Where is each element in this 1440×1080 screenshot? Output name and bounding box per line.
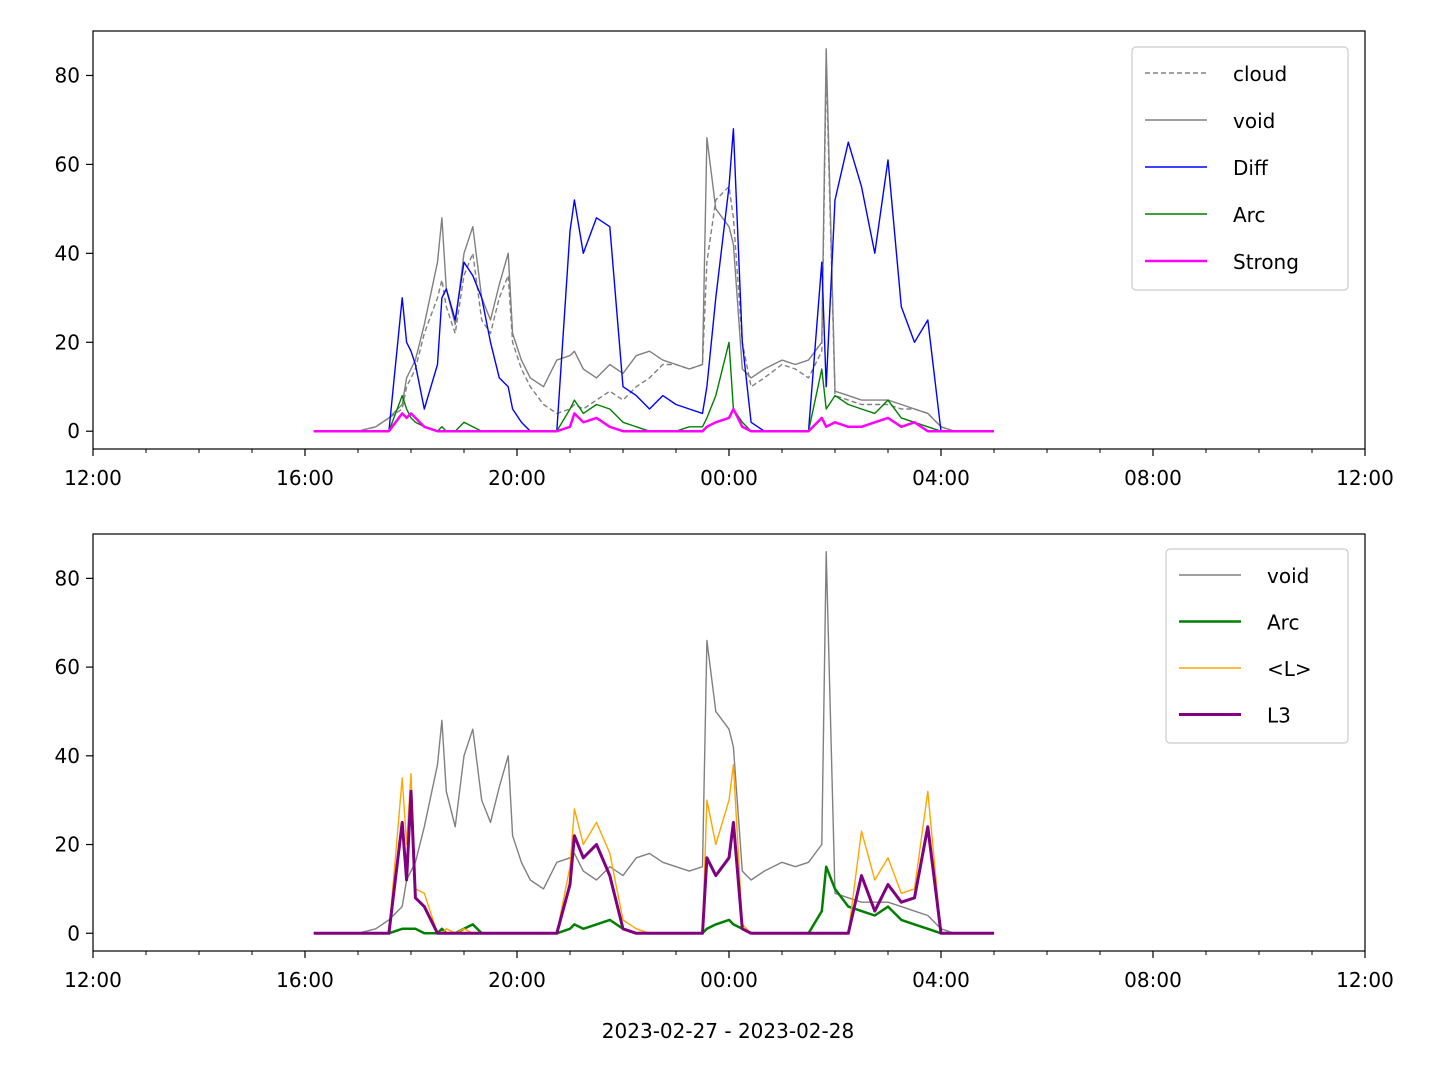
top-x-tick-label: 16:00	[276, 466, 334, 490]
bottom-x-tick-label: 04:00	[912, 968, 970, 992]
top-x-tick-label: 08:00	[1124, 466, 1182, 490]
bottom-series-l3-line	[313, 789, 994, 935]
top-chart-axes: 12:00 16:00 20:00 00:00 04:00 08:00 12:00 0 20 40…	[55, 63, 1394, 490]
bottom-x-tick-label: 08:00	[1124, 968, 1182, 992]
top-y-tick-label: 20	[55, 330, 80, 354]
bottom-y-tick-label: 60	[55, 655, 80, 679]
top-legend-label-cloud: cloud	[1233, 62, 1287, 86]
bottom-y-tick-label: 0	[67, 921, 80, 945]
bottom-x-tick-label: 16:00	[276, 968, 334, 992]
top-series-diff-line	[313, 128, 994, 432]
bottom-x-tick-label: 12:00	[64, 968, 122, 992]
top-x-tick-label: 04:00	[912, 466, 970, 490]
top-legend-label-void: void	[1233, 109, 1275, 133]
bottom-chart-axes: 12:00 16:00 20:00 00:00 04:00 08:00 12:00 0 20 40…	[55, 566, 1394, 992]
top-legend-box	[1131, 46, 1349, 291]
bottom-legend-label-arc: Arc	[1267, 611, 1299, 635]
bottom-y-tick-label: 80	[55, 566, 80, 590]
bottom-x-tick-label: 00:00	[700, 968, 758, 992]
bottom-legend-label-void: void	[1267, 564, 1309, 588]
bottom-legend-box	[1165, 548, 1349, 744]
top-chart-legend: cloud void Diff Arc Strong	[1131, 46, 1349, 291]
top-chart-panel: 12:00 16:00 20:00 00:00 04:00 08:00 12:00 0 20 40…	[55, 30, 1394, 490]
bottom-legend-label-l3: L3	[1267, 704, 1291, 728]
top-x-tick-label: 12:00	[1336, 466, 1394, 490]
top-series-arc-line	[313, 341, 994, 432]
top-chart-series-group	[313, 48, 994, 433]
top-y-tick-label: 60	[55, 152, 80, 176]
x-axis-label: 2023-02-27 - 2023-02-28	[602, 1019, 854, 1043]
top-x-tick-label: 20:00	[488, 466, 546, 490]
bottom-x-tick-label: 12:00	[1336, 968, 1394, 992]
top-legend-label-strong: Strong	[1233, 250, 1299, 274]
top-legend-label-arc: Arc	[1233, 203, 1265, 227]
bottom-chart-legend: void Arc <L> L3	[1165, 548, 1349, 744]
top-x-tick-label: 00:00	[700, 466, 758, 490]
top-y-tick-label: 80	[55, 63, 80, 87]
top-x-tick-label: 12:00	[64, 466, 122, 490]
top-y-tick-label: 40	[55, 241, 80, 265]
bottom-legend-label-l: <L>	[1267, 657, 1312, 681]
bottom-chart-series-group	[313, 551, 994, 935]
bottom-y-tick-label: 20	[55, 833, 80, 857]
top-legend-label-diff: Diff	[1233, 156, 1269, 180]
bottom-y-tick-label: 40	[55, 744, 80, 768]
top-series-strong-line	[313, 407, 994, 433]
top-series-void-line	[313, 48, 994, 432]
top-y-tick-label: 0	[67, 419, 80, 443]
bottom-x-tick-label: 20:00	[488, 968, 546, 992]
top-series-cloud-line	[313, 65, 994, 432]
bottom-chart-panel: 12:00 16:00 20:00 00:00 04:00 08:00 12:00 0 20 40…	[55, 533, 1394, 992]
